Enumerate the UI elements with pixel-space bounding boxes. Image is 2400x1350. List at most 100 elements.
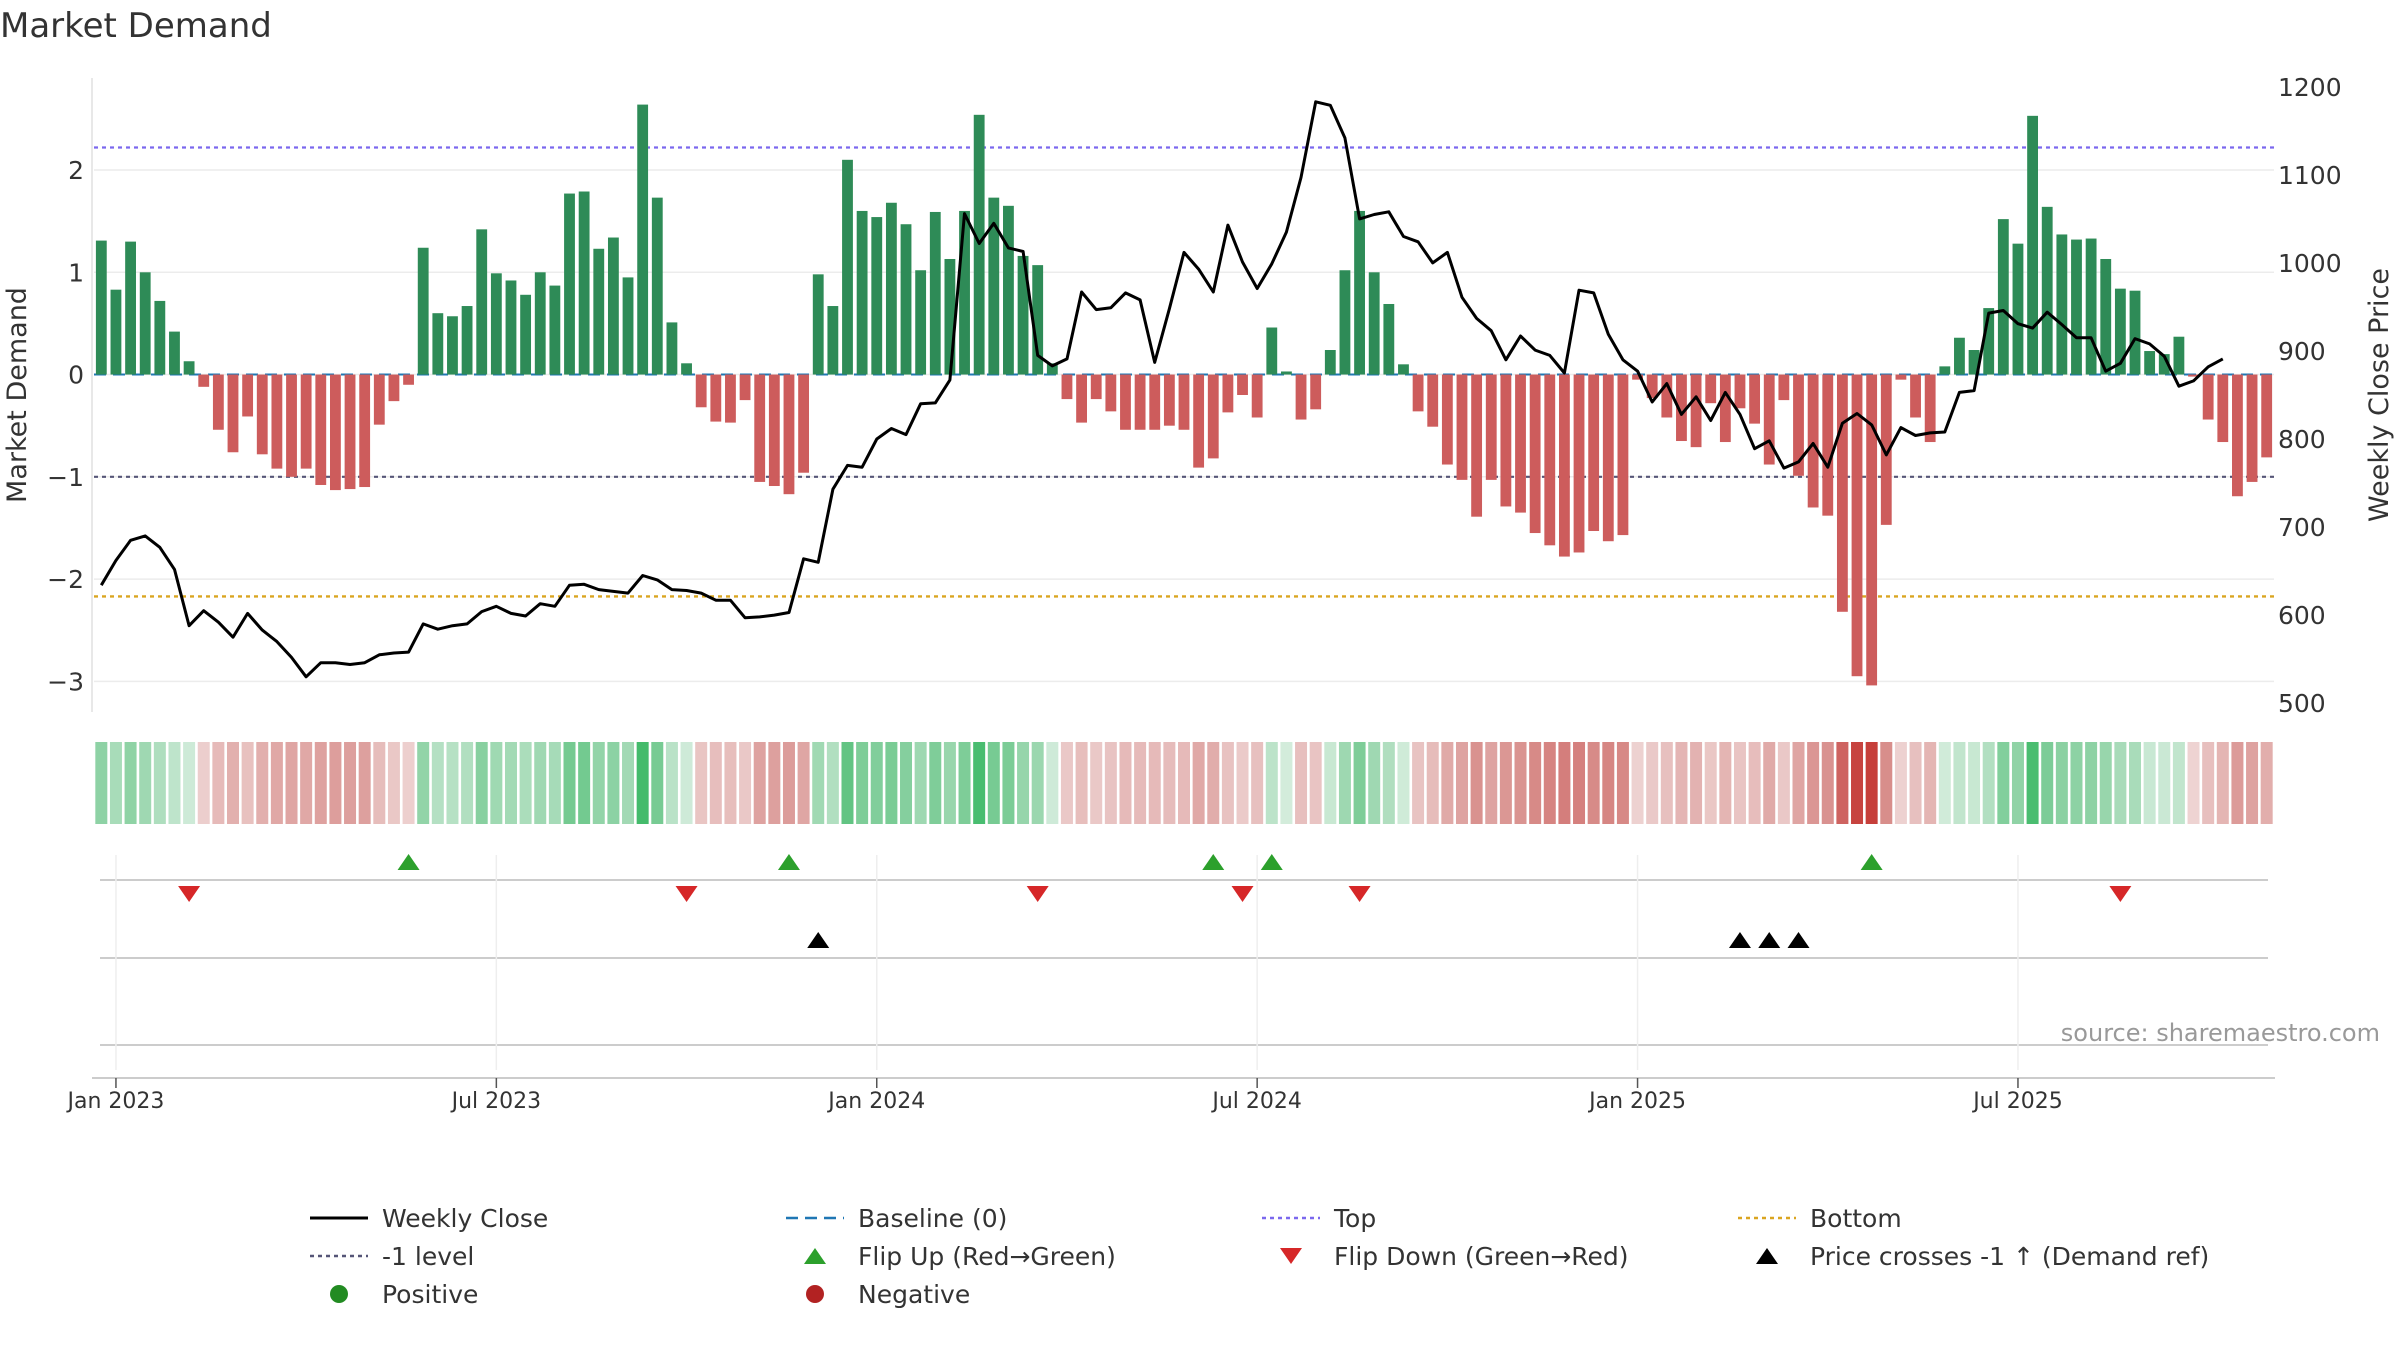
demand-bar-negative — [373, 374, 385, 425]
heat-cell — [226, 742, 239, 824]
demand-bar-negative — [1602, 374, 1614, 542]
heat-cell — [1836, 742, 1849, 824]
heat-cell — [1660, 742, 1673, 824]
heat-cell — [1295, 742, 1308, 824]
demand-bar-negative — [1807, 374, 1819, 508]
heat-cell — [1163, 742, 1176, 824]
heat-cell — [1178, 742, 1190, 824]
demand-bar-negative — [300, 374, 312, 469]
demand-bar-positive — [417, 247, 429, 375]
heat-cell — [1602, 742, 1615, 824]
demand-bar-positive — [1324, 350, 1336, 375]
heat-cell — [1529, 742, 1542, 824]
heat-cell — [212, 742, 225, 824]
heat-cell — [2202, 742, 2215, 824]
demand-bar-positive — [1032, 265, 1044, 375]
heat-cell — [856, 742, 869, 824]
demand-bar-positive — [2085, 238, 2097, 375]
heat-cell — [987, 742, 1000, 824]
demand-bar-positive — [2071, 239, 2082, 375]
price-cross-marker — [807, 932, 830, 948]
heat-cell — [782, 742, 795, 824]
demand-bar-positive — [2173, 336, 2185, 375]
demand-bar-positive — [564, 193, 575, 375]
right-tick-label: 1200 — [2278, 73, 2342, 102]
demand-bar-positive — [622, 277, 634, 375]
demand-bar-negative — [1061, 374, 1073, 400]
legend-swatch-circle — [806, 1285, 824, 1303]
demand-bar-positive — [1281, 371, 1292, 375]
heat-cell — [1368, 742, 1381, 824]
demand-heat-strip — [95, 742, 2273, 824]
left-tick-label: −3 — [47, 667, 84, 696]
heat-cell — [695, 742, 708, 824]
date-tick-label: Jul 2024 — [1210, 1089, 1302, 1114]
heat-cell — [1412, 742, 1425, 824]
heat-cell — [534, 742, 547, 824]
demand-bar-negative — [271, 374, 283, 469]
demand-bar-negative — [1763, 374, 1775, 465]
heat-cell — [607, 742, 620, 824]
demand-bar-negative — [1866, 374, 1878, 686]
demand-bar-negative — [1310, 374, 1322, 410]
heat-cell — [241, 742, 254, 824]
heat-cell — [314, 742, 327, 824]
heat-cell — [1309, 742, 1322, 824]
flip-down-marker — [1231, 886, 1254, 902]
demand-bar-negative — [1441, 374, 1453, 465]
demand-bar-negative — [1149, 374, 1161, 430]
demand-bar-negative — [1544, 374, 1556, 546]
demand-bar-negative — [1251, 374, 1263, 418]
heat-cell — [1587, 742, 1600, 824]
flip-down-marker — [178, 886, 201, 902]
demand-bar-positive — [900, 224, 912, 375]
demand-bar-negative — [359, 374, 371, 488]
demand-bar-negative — [198, 374, 210, 387]
flip-down-marker — [1026, 886, 1049, 902]
demand-bar-positive — [169, 331, 180, 375]
heat-cell — [183, 742, 196, 824]
date-axis-ticks: Jan 2023 Jul 2023 Jan 2024 Jul 2024 Jan 2025… — [65, 1078, 2063, 1114]
heat-cell — [812, 742, 825, 824]
demand-bar-negative — [739, 374, 751, 401]
heat-cell — [1851, 742, 1864, 824]
left-tick-label: 2 — [68, 156, 84, 185]
heat-cell — [2114, 742, 2127, 824]
demand-bar-positive — [110, 289, 122, 375]
demand-bar-negative — [286, 374, 297, 477]
legend-label: Baseline (0) — [858, 1204, 1007, 1233]
heat-cell — [1382, 742, 1395, 824]
heat-cell — [1338, 742, 1351, 824]
demand-bar-negative — [1456, 374, 1468, 480]
demand-bar-negative — [783, 374, 795, 495]
demand-bar-positive — [1003, 205, 1014, 375]
legend-label: Price crosses -1 ↑ (Demand ref) — [1810, 1242, 2209, 1271]
heat-cell — [900, 742, 913, 824]
legend-label: -1 level — [382, 1242, 474, 1271]
heat-cell — [1134, 742, 1147, 824]
demand-bar-negative — [2261, 374, 2273, 458]
heat-cell — [1953, 742, 1966, 824]
heat-cell — [1060, 742, 1073, 824]
demand-bar-positive — [1398, 364, 1409, 375]
demand-bar-positive — [2114, 288, 2126, 375]
demand-bar-positive — [2056, 234, 2068, 375]
demand-bar-positive — [1968, 350, 1980, 375]
demand-bar-negative — [754, 374, 766, 482]
demand-bar-negative — [1500, 374, 1512, 507]
heat-cell — [1733, 742, 1746, 824]
heat-cell — [139, 742, 152, 824]
price-cross-marker — [1758, 932, 1781, 948]
demand-bar-negative — [1822, 374, 1834, 516]
demand-bar-negative — [212, 374, 224, 430]
demand-bar-positive — [2158, 354, 2170, 375]
flip-up-marker — [1202, 854, 1225, 870]
heat-cell — [753, 742, 766, 824]
heat-cell — [885, 742, 898, 824]
heat-cell — [2172, 742, 2185, 824]
demand-bar-positive — [1997, 219, 2009, 375]
heat-cell — [417, 742, 430, 824]
flip-down-marker — [1348, 886, 1371, 902]
demand-bar-positive — [593, 248, 605, 375]
demand-bar-positive — [490, 273, 502, 375]
